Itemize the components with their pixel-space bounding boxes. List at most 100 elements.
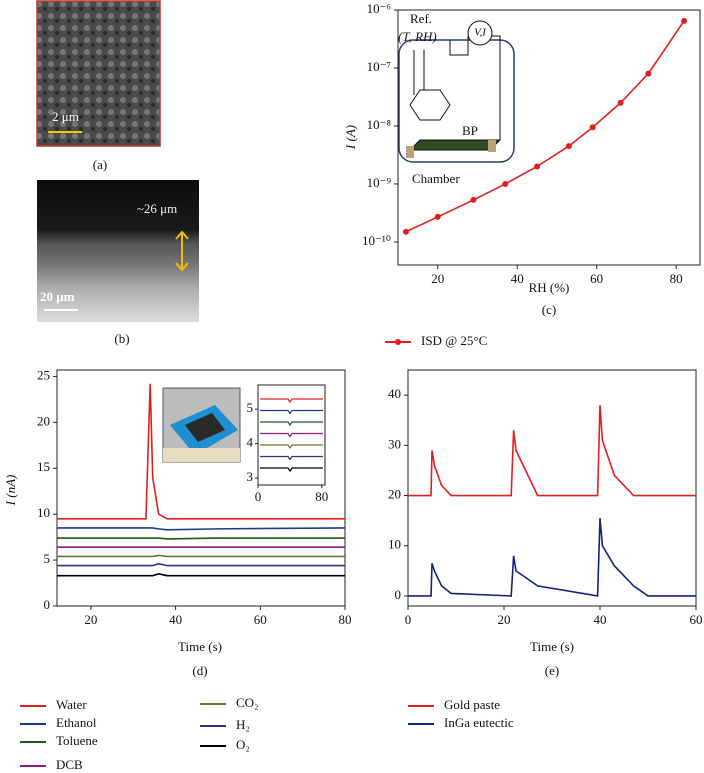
legend-label: InGa eutectic bbox=[444, 715, 514, 730]
legend-label: Gold paste bbox=[444, 697, 500, 712]
x-tick-label: 40 bbox=[511, 271, 524, 286]
inset-trace bbox=[260, 455, 323, 461]
point bbox=[502, 180, 509, 187]
legend-label: DCB bbox=[56, 757, 83, 772]
point bbox=[434, 213, 441, 220]
contact bbox=[488, 140, 496, 152]
contact bbox=[406, 146, 414, 158]
legend-label: Ethanol bbox=[56, 715, 97, 730]
legend-marker bbox=[395, 339, 401, 345]
point bbox=[589, 124, 596, 131]
inset-y-tick-label: 4 bbox=[247, 435, 254, 450]
series-line bbox=[57, 383, 345, 520]
inset-trace bbox=[260, 467, 323, 473]
series-line bbox=[57, 527, 346, 531]
sem-image-a bbox=[36, 0, 161, 147]
inset-label: V,I bbox=[474, 27, 487, 39]
series-line bbox=[405, 20, 685, 233]
series-line bbox=[57, 562, 345, 567]
plot-frame bbox=[407, 369, 697, 607]
series-line bbox=[57, 573, 345, 577]
inset-label: BP bbox=[462, 123, 478, 138]
x-axis-label: Time (s) bbox=[178, 639, 222, 654]
photo-sample bbox=[185, 413, 225, 442]
y-tick-label: 30 bbox=[388, 436, 401, 451]
x-tick-label: 80 bbox=[339, 612, 352, 627]
y-tick-label: 25 bbox=[37, 367, 50, 382]
x-tick-label: 60 bbox=[254, 612, 267, 627]
inset-y-tick-label: 5 bbox=[247, 400, 254, 415]
point bbox=[534, 163, 541, 170]
bp-film bbox=[408, 139, 502, 151]
sensor bbox=[409, 89, 451, 121]
x-tick-label: 60 bbox=[590, 271, 603, 286]
inset-trace bbox=[260, 444, 323, 450]
caption: (e) bbox=[545, 663, 559, 678]
thickness-label: ~26 μm bbox=[137, 201, 177, 216]
photo-ruler bbox=[163, 448, 240, 462]
inset-trace bbox=[260, 432, 323, 438]
x-tick-label: 20 bbox=[431, 271, 444, 286]
point bbox=[565, 143, 572, 150]
point bbox=[645, 70, 652, 77]
legend-label: O₂ bbox=[236, 737, 250, 752]
y-tick-label: 10 bbox=[37, 505, 50, 520]
legend-label: ISD @ 25°C bbox=[421, 333, 487, 348]
y-axis-label: I (A) bbox=[343, 125, 358, 150]
y-tick-label: 0 bbox=[395, 587, 402, 602]
y-axis-label: I (nA) bbox=[3, 475, 18, 507]
y-tick-label: 10⁻⁷ bbox=[367, 59, 391, 74]
caption: (a) bbox=[93, 157, 107, 172]
y-tick-label: 5 bbox=[44, 551, 51, 566]
plot-frame bbox=[397, 9, 701, 266]
meter bbox=[467, 20, 493, 46]
y-tick-label: 10⁻⁹ bbox=[367, 175, 392, 190]
series-line bbox=[57, 537, 345, 540]
chamber-box bbox=[398, 39, 515, 163]
x-tick-label: 40 bbox=[594, 612, 607, 627]
legend-label: Water bbox=[56, 697, 87, 712]
wires bbox=[413, 35, 501, 140]
sem-image-b bbox=[37, 180, 199, 322]
y-tick-label: 15 bbox=[37, 459, 50, 474]
x-tick-label: 0 bbox=[405, 612, 412, 627]
series-line bbox=[408, 405, 696, 497]
y-tick-label: 10⁻⁸ bbox=[367, 117, 392, 132]
inset-trace bbox=[260, 409, 323, 415]
x-tick-label: 40 bbox=[169, 612, 182, 627]
inset-label: Ref. bbox=[410, 11, 432, 26]
inset-label: (T, RH) bbox=[398, 29, 437, 44]
caption: (d) bbox=[192, 663, 207, 678]
inset-trace bbox=[260, 421, 323, 427]
legend-label: H₂ bbox=[236, 717, 250, 732]
inset-x-tick-label: 0 bbox=[255, 489, 262, 504]
y-tick-label: 0 bbox=[44, 597, 51, 612]
legend-label: CO₂ bbox=[236, 695, 259, 710]
y-tick-label: 10⁻¹⁰ bbox=[362, 233, 391, 248]
x-axis-label: RH (%) bbox=[529, 280, 570, 295]
series-line bbox=[57, 554, 345, 558]
scale-label: 20 μm bbox=[40, 289, 75, 304]
point bbox=[681, 17, 688, 24]
y-tick-label: 20 bbox=[388, 487, 401, 502]
x-tick-label: 80 bbox=[670, 271, 683, 286]
caption: (c) bbox=[542, 302, 556, 317]
inset-x-tick-label: 80 bbox=[315, 489, 328, 504]
x-axis-label: Time (s) bbox=[530, 639, 574, 654]
inset-trace bbox=[260, 398, 323, 404]
y-tick-label: 10⁻⁶ bbox=[367, 1, 391, 16]
point bbox=[402, 228, 409, 235]
y-tick-label: 10 bbox=[388, 537, 401, 552]
y-tick-label: 40 bbox=[388, 386, 401, 401]
legend-label: Toluene bbox=[56, 733, 98, 748]
x-tick-label: 20 bbox=[498, 612, 511, 627]
inset-label: Chamber bbox=[412, 171, 460, 186]
x-tick-label: 20 bbox=[84, 612, 97, 627]
arrow bbox=[175, 230, 189, 272]
series-line bbox=[408, 518, 696, 597]
inset-y-tick-label: 3 bbox=[247, 469, 254, 484]
scale-label: 2 μm bbox=[52, 109, 79, 124]
y-tick-label: 20 bbox=[37, 413, 50, 428]
plot-frame bbox=[56, 369, 346, 607]
